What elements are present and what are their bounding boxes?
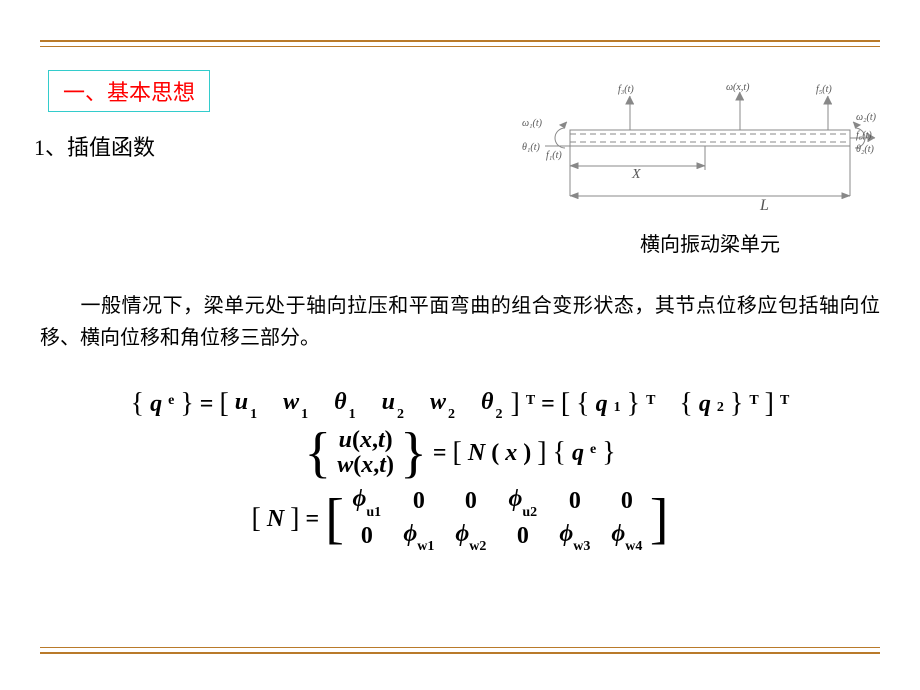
lbl-theta2: θ₂(t) (856, 144, 874, 155)
section-title: 1、插值函数 (34, 130, 155, 162)
lbl-theta1: θ₁(t) (522, 142, 540, 153)
lbl-f6: f₆(t) (856, 130, 872, 141)
diagram-caption: 横向振动梁单元 (640, 228, 780, 257)
equations: {qe} = [ u1 w1 θ1 u2 w2 θ2 ]T = [ {q1}T … (40, 380, 880, 630)
top-rule-outer (40, 40, 880, 42)
equation-3: [N] = [ ϕu1 0 0 ϕu2 0 0 0 ϕw1 ϕw2 0 ϕw3 … (40, 486, 880, 552)
lbl-f3: f₃(t) (618, 84, 634, 95)
lbl-X: X (631, 167, 641, 182)
lbl-wx: ω(x,t) (726, 82, 750, 93)
body-paragraph: 一般情况下，梁单元处于轴向拉压和平面弯曲的组合变形状态，其节点位移应包括轴向位移… (40, 290, 880, 354)
bottom-rule-outer (40, 652, 880, 654)
equation-2: { u(x,t) w(x,t) } = [N(x)] {qe} (40, 428, 880, 478)
top-rule-inner (40, 46, 880, 47)
equation-1: {qe} = [ u1 w1 θ1 u2 w2 θ2 ]T = [ {q1}T … (40, 388, 880, 420)
heading-box: 一、基本思想 (48, 70, 210, 112)
N-matrix: ϕu1 0 0 ϕu2 0 0 0 ϕw1 ϕw2 0 ϕw3 ϕw4 (350, 486, 644, 552)
bottom-rule-inner (40, 647, 880, 648)
paragraph-text: 一般情况下，梁单元处于轴向拉压和平面弯曲的组合变形状态，其节点位移应包括轴向位移… (40, 295, 880, 349)
lbl-L: L (759, 197, 769, 214)
beam-diagram: ω₁(t) θ₁(t) f₁(t) f₃(t) ω(x,t) f₅(t) ω₂(… (510, 78, 880, 216)
lbl-w1: ω₁(t) (522, 118, 543, 129)
lbl-f1: f₁(t) (546, 150, 562, 161)
lbl-f5: f₅(t) (816, 84, 832, 95)
lbl-w2: ω₂(t) (856, 112, 877, 123)
